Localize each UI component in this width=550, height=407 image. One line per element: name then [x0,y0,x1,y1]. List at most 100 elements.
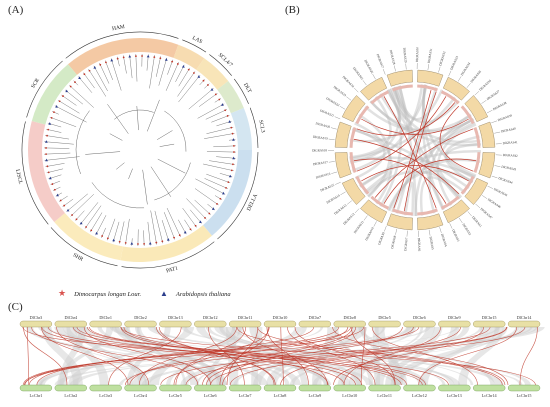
arabidopsis-tip-icon [79,221,83,225]
chromosome-label-top: DlChr4 [65,315,78,320]
circos-chromosome [417,69,444,87]
synteny-link [175,326,247,386]
circos-link [356,96,447,172]
circos-link [356,102,456,136]
synteny-link [156,326,276,386]
dimocarpus-tip-icon [153,56,156,58]
chromosome-bar-top [298,320,331,328]
dimocarpus-tip-icon [50,116,53,119]
chromosome-bar-bottom [159,384,192,392]
panel-label-b: (B) [285,4,300,16]
circos-link [393,90,432,209]
dimocarpus-tip-icon [171,60,174,63]
synteny-link [519,326,538,386]
circos-chromosome [360,199,388,224]
legend-dimocarpus: ★ Dimocarpus longan Lour. [58,283,141,301]
synteny-link [208,326,245,386]
circos-chromosome [341,177,366,205]
chromosome-label-top: DlChr12 [203,315,218,320]
gene-label: DlGRAS16 [315,172,331,180]
synteny-link [229,326,526,386]
gene-label: DlGRAS15 [320,183,336,193]
chromosome-label-top: DlChr1 [99,315,112,320]
clade-band-7 [54,212,123,261]
chromosome-label-top: DlChr7 [309,315,322,320]
synteny-link [287,326,376,386]
dimocarpus-tip-icon [69,85,72,88]
chromosome-bar-bottom [473,384,506,392]
synteny-link [222,326,357,386]
chromosome-label-bottom: LcChr11 [377,393,392,398]
gene-label: DlGRAS39 [497,113,513,122]
gene-label: DlGRAS35 [470,69,483,83]
synteny-link [22,326,351,386]
dimocarpus-tip-icon [99,63,102,66]
dimocarpus-tip-icon [106,237,109,240]
chromosome-label-bottom: LcChr8 [274,393,287,398]
triangle-marker-icon: ▲ [160,289,168,298]
synteny-link [89,326,426,386]
dimocarpus-tip-icon [214,93,217,96]
clade-band-1 [173,44,205,70]
synteny-link [47,326,402,386]
dimocarpus-tip-icon [159,57,162,60]
gene-label: DlGRAS2 [461,223,472,237]
dimocarpus-tip-icon [47,128,50,131]
dimocarpus-tip-icon [47,171,50,174]
dimocarpus-tip-icon [118,240,121,243]
gene-label: DlGRAS21 [319,108,335,118]
circos-link [361,165,469,182]
legend-arabidopsis-label: Arabidopsis thaliana [175,291,231,298]
synteny-link [280,326,461,386]
clade-band-5 [202,150,252,236]
chromosome-label-top: DlChr10 [273,315,288,320]
synteny-link [210,326,508,386]
clade-label-3: DLT [242,82,253,94]
dimocarpus-tip-icon [83,73,86,76]
dimocarpus-tip-icon [143,243,146,245]
circos-link [353,158,447,204]
arabidopsis-tip-icon [197,75,201,78]
synteny-link [185,326,507,386]
gene-label: DlGRAS42 [503,153,518,158]
chromosome-label-bottom: LcChr3 [99,393,112,398]
arabidopsis-tip-icon [130,242,134,245]
gene-label: DlGRAS22 [325,96,340,107]
chromosome-bar-bottom [368,384,401,392]
gene-label: DlGRAS29 [402,47,408,63]
circos-chromosome [360,76,388,101]
dimocarpus-tip-icon [225,186,227,189]
dimocarpus-tip-icon [232,163,234,166]
circos-chromosome [334,121,352,148]
gene-label: DlGRAS1 [471,215,483,228]
chromosome-label-bottom: LcChr12 [412,393,427,398]
circos-chromosome [386,69,413,87]
dimocarpus-tip-icon [219,197,222,200]
circos-chromosome [478,152,496,179]
arabidopsis-tip-icon [166,238,170,241]
chromosome-label-top: DlChr5 [378,315,391,320]
synteny-link [76,326,449,386]
arabidopsis-tip-icon [110,58,114,62]
circos-link [439,105,474,172]
synteny-link [158,326,275,386]
panel-label-c: (C) [8,301,23,313]
synteny-link [31,326,199,386]
chromosome-label-bottom: LcChr14 [482,393,498,398]
gene-label: DlGRAS34 [460,61,472,76]
arabidopsis-tip-icon [78,76,81,79]
clade-band-6 [120,225,212,262]
dimocarpus-tip-icon [134,55,137,57]
dimocarpus-tip-icon [224,109,227,112]
dimocarpus-tip-icon [45,153,47,156]
synteny-link [28,326,340,386]
gene-label: DlGRAS36 [478,78,492,91]
dimocarpus-tip-icon [46,134,48,137]
synteny-link [360,326,366,386]
clade-label-7: SHR [72,252,85,263]
gene-label: DlGRAS25 [352,66,364,81]
clade-label-1: LAS [191,35,203,45]
arabidopsis-tip-icon [128,54,132,58]
gene-label: DlGRAS18 [312,148,327,152]
clade-band-4 [230,108,252,150]
